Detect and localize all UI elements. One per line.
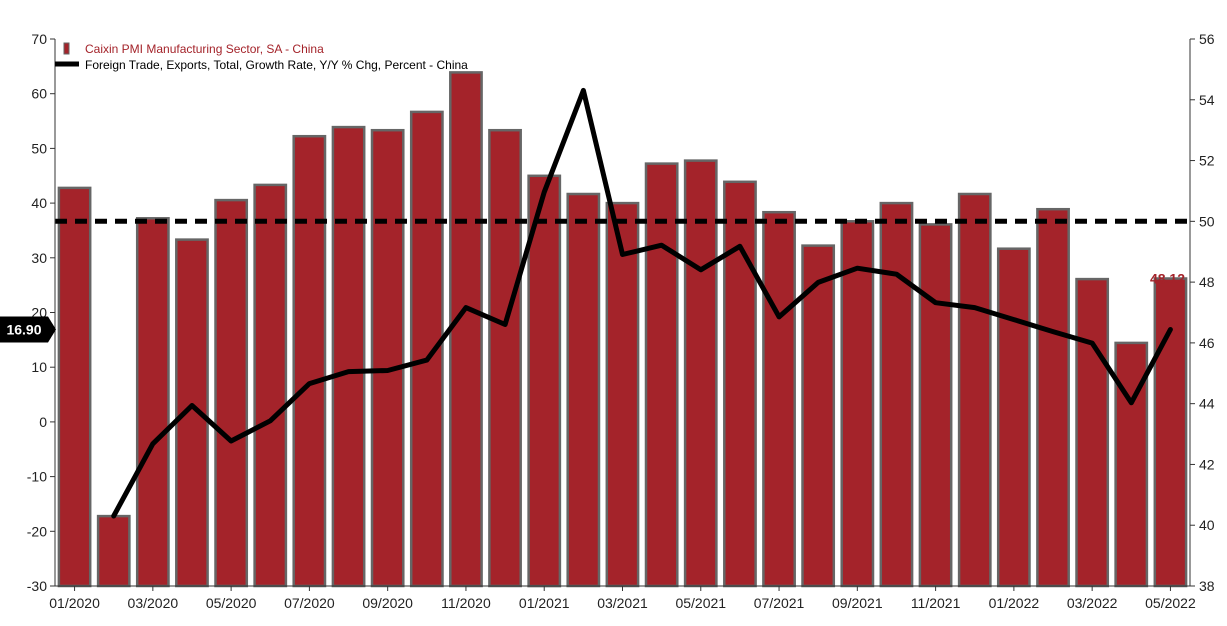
x-axis-tick-label: 03/2020 — [128, 595, 179, 611]
pmi-bar — [449, 71, 483, 588]
pmi-bar — [57, 186, 92, 588]
pmi-bar — [879, 201, 914, 588]
left-axis-tick-label: 10 — [31, 359, 47, 375]
pmi-bar — [292, 134, 327, 588]
export-growth-line-layer — [111, 87, 1173, 519]
left-axis-tick-label: 60 — [31, 86, 47, 102]
right-axis-tick-label: 56 — [1199, 31, 1215, 47]
pmi-bar — [683, 159, 718, 588]
x-axis-tick-label: 01/2021 — [519, 595, 570, 611]
pmi-bar — [96, 514, 131, 588]
export-growth-line — [111, 87, 1173, 519]
legend-line-label: Foreign Trade, Exports, Total, Growth Ra… — [85, 58, 468, 72]
pmi-bar — [135, 217, 170, 588]
left-axis-tick-label: -30 — [27, 578, 47, 594]
legend-bar-label: Caixin PMI Manufacturing Sector, SA - Ch… — [85, 42, 324, 56]
x-axis-tick-label: 05/2021 — [675, 595, 726, 611]
right-axis-tick-label: 50 — [1199, 213, 1215, 229]
pmi-bar — [723, 180, 757, 588]
callout-layer: 16.90 48.12 — [0, 270, 1185, 343]
left-axis-tick-label: 30 — [31, 250, 47, 266]
right-axis-tick-label: 42 — [1199, 456, 1215, 472]
pmi-bar — [370, 128, 405, 588]
left-axis-tick-label: -20 — [27, 523, 47, 539]
pmi-bar — [605, 201, 640, 588]
legend-bar-swatch — [63, 42, 70, 55]
pmi-bar — [488, 128, 522, 588]
x-axis-tick-label: 01/2020 — [49, 595, 100, 611]
pmi-bar — [1036, 207, 1070, 588]
pmi-bar — [253, 183, 288, 588]
x-axis-tick-label: 09/2021 — [832, 595, 883, 611]
right-axis-tick-label: 38 — [1199, 578, 1215, 594]
legend: Caixin PMI Manufacturing Sector, SA - Ch… — [55, 42, 468, 72]
x-axis-tick-label: 03/2021 — [597, 595, 648, 611]
pmi-bar — [762, 210, 796, 588]
right-axis-tick-label: 54 — [1199, 92, 1215, 108]
pmi-bar — [566, 192, 601, 588]
x-axis-tick-label: 09/2020 — [362, 595, 413, 611]
pmi-bar — [996, 247, 1031, 588]
x-axis-tick-label: 01/2022 — [989, 595, 1040, 611]
pmi-bar — [957, 192, 992, 588]
bars-layer — [57, 71, 1188, 588]
right-axis-tick-label: 46 — [1199, 335, 1215, 351]
left-callout-value: 16.90 — [6, 321, 41, 337]
left-axis-tick-label: 50 — [31, 140, 47, 156]
left-axis-tick-label: -10 — [27, 469, 47, 485]
pmi-bar — [644, 162, 679, 588]
right-axis-tick-label: 44 — [1199, 396, 1215, 412]
left-axis-tick-label: 0 — [39, 414, 47, 430]
x-axis-tick-label: 05/2020 — [206, 595, 257, 611]
right-axis-tick-label: 40 — [1199, 517, 1215, 533]
x-axis-tick-label: 07/2020 — [284, 595, 335, 611]
right-callout-value: 48.12 — [1150, 270, 1185, 286]
left-axis-tick-label: 70 — [31, 31, 47, 47]
x-axis-tick-label: 11/2021 — [911, 595, 961, 611]
x-axis-tick-label: 05/2022 — [1145, 595, 1196, 611]
pmi-bar — [214, 198, 249, 588]
pmi-bar — [840, 220, 875, 588]
x-axis-tick-label: 11/2020 — [441, 595, 491, 611]
pmi-bar — [1075, 277, 1110, 588]
pmi-bar — [801, 244, 836, 588]
x-axis-tick-label: 03/2022 — [1067, 595, 1118, 611]
left-axis-tick-label: 40 — [31, 195, 47, 211]
right-axis-tick-label: 52 — [1199, 153, 1215, 169]
pmi-bar — [918, 223, 953, 588]
pmi-bar — [1153, 277, 1188, 588]
pmi-bar — [331, 125, 366, 588]
left-callout-badge — [0, 316, 56, 343]
right-axis-tick-label: 48 — [1199, 274, 1215, 290]
x-axis-tick-label: 07/2021 — [754, 595, 805, 611]
